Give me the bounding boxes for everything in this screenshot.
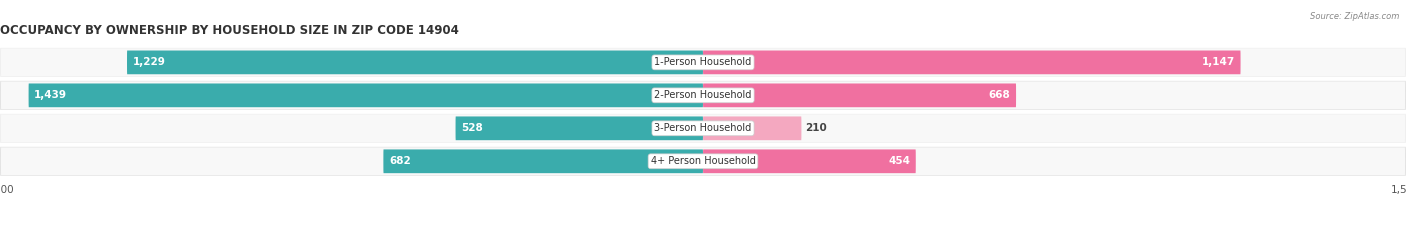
Text: Source: ZipAtlas.com: Source: ZipAtlas.com bbox=[1309, 12, 1399, 21]
FancyBboxPatch shape bbox=[456, 116, 703, 140]
FancyBboxPatch shape bbox=[1, 48, 1405, 76]
FancyBboxPatch shape bbox=[1, 114, 1405, 142]
Text: 454: 454 bbox=[889, 156, 910, 166]
Text: 3-Person Household: 3-Person Household bbox=[654, 123, 752, 133]
FancyBboxPatch shape bbox=[703, 83, 1017, 107]
Text: OCCUPANCY BY OWNERSHIP BY HOUSEHOLD SIZE IN ZIP CODE 14904: OCCUPANCY BY OWNERSHIP BY HOUSEHOLD SIZE… bbox=[0, 24, 458, 37]
Legend: Owner-occupied, Renter-occupied: Owner-occupied, Renter-occupied bbox=[595, 231, 811, 233]
FancyBboxPatch shape bbox=[1, 82, 1405, 109]
FancyBboxPatch shape bbox=[127, 51, 703, 74]
FancyBboxPatch shape bbox=[0, 48, 1406, 77]
FancyBboxPatch shape bbox=[0, 147, 1406, 176]
Text: 210: 210 bbox=[806, 123, 827, 133]
FancyBboxPatch shape bbox=[1, 147, 1405, 175]
FancyBboxPatch shape bbox=[703, 149, 915, 173]
Text: 1-Person Household: 1-Person Household bbox=[654, 57, 752, 67]
Text: 668: 668 bbox=[988, 90, 1011, 100]
Text: 682: 682 bbox=[389, 156, 411, 166]
Text: 4+ Person Household: 4+ Person Household bbox=[651, 156, 755, 166]
FancyBboxPatch shape bbox=[384, 149, 703, 173]
FancyBboxPatch shape bbox=[0, 81, 1406, 110]
FancyBboxPatch shape bbox=[28, 83, 703, 107]
Text: 1,439: 1,439 bbox=[34, 90, 67, 100]
FancyBboxPatch shape bbox=[703, 116, 801, 140]
FancyBboxPatch shape bbox=[703, 51, 1240, 74]
Text: 528: 528 bbox=[461, 123, 482, 133]
Text: 2-Person Household: 2-Person Household bbox=[654, 90, 752, 100]
Text: 1,229: 1,229 bbox=[132, 57, 166, 67]
FancyBboxPatch shape bbox=[0, 114, 1406, 143]
Text: 1,147: 1,147 bbox=[1202, 57, 1234, 67]
